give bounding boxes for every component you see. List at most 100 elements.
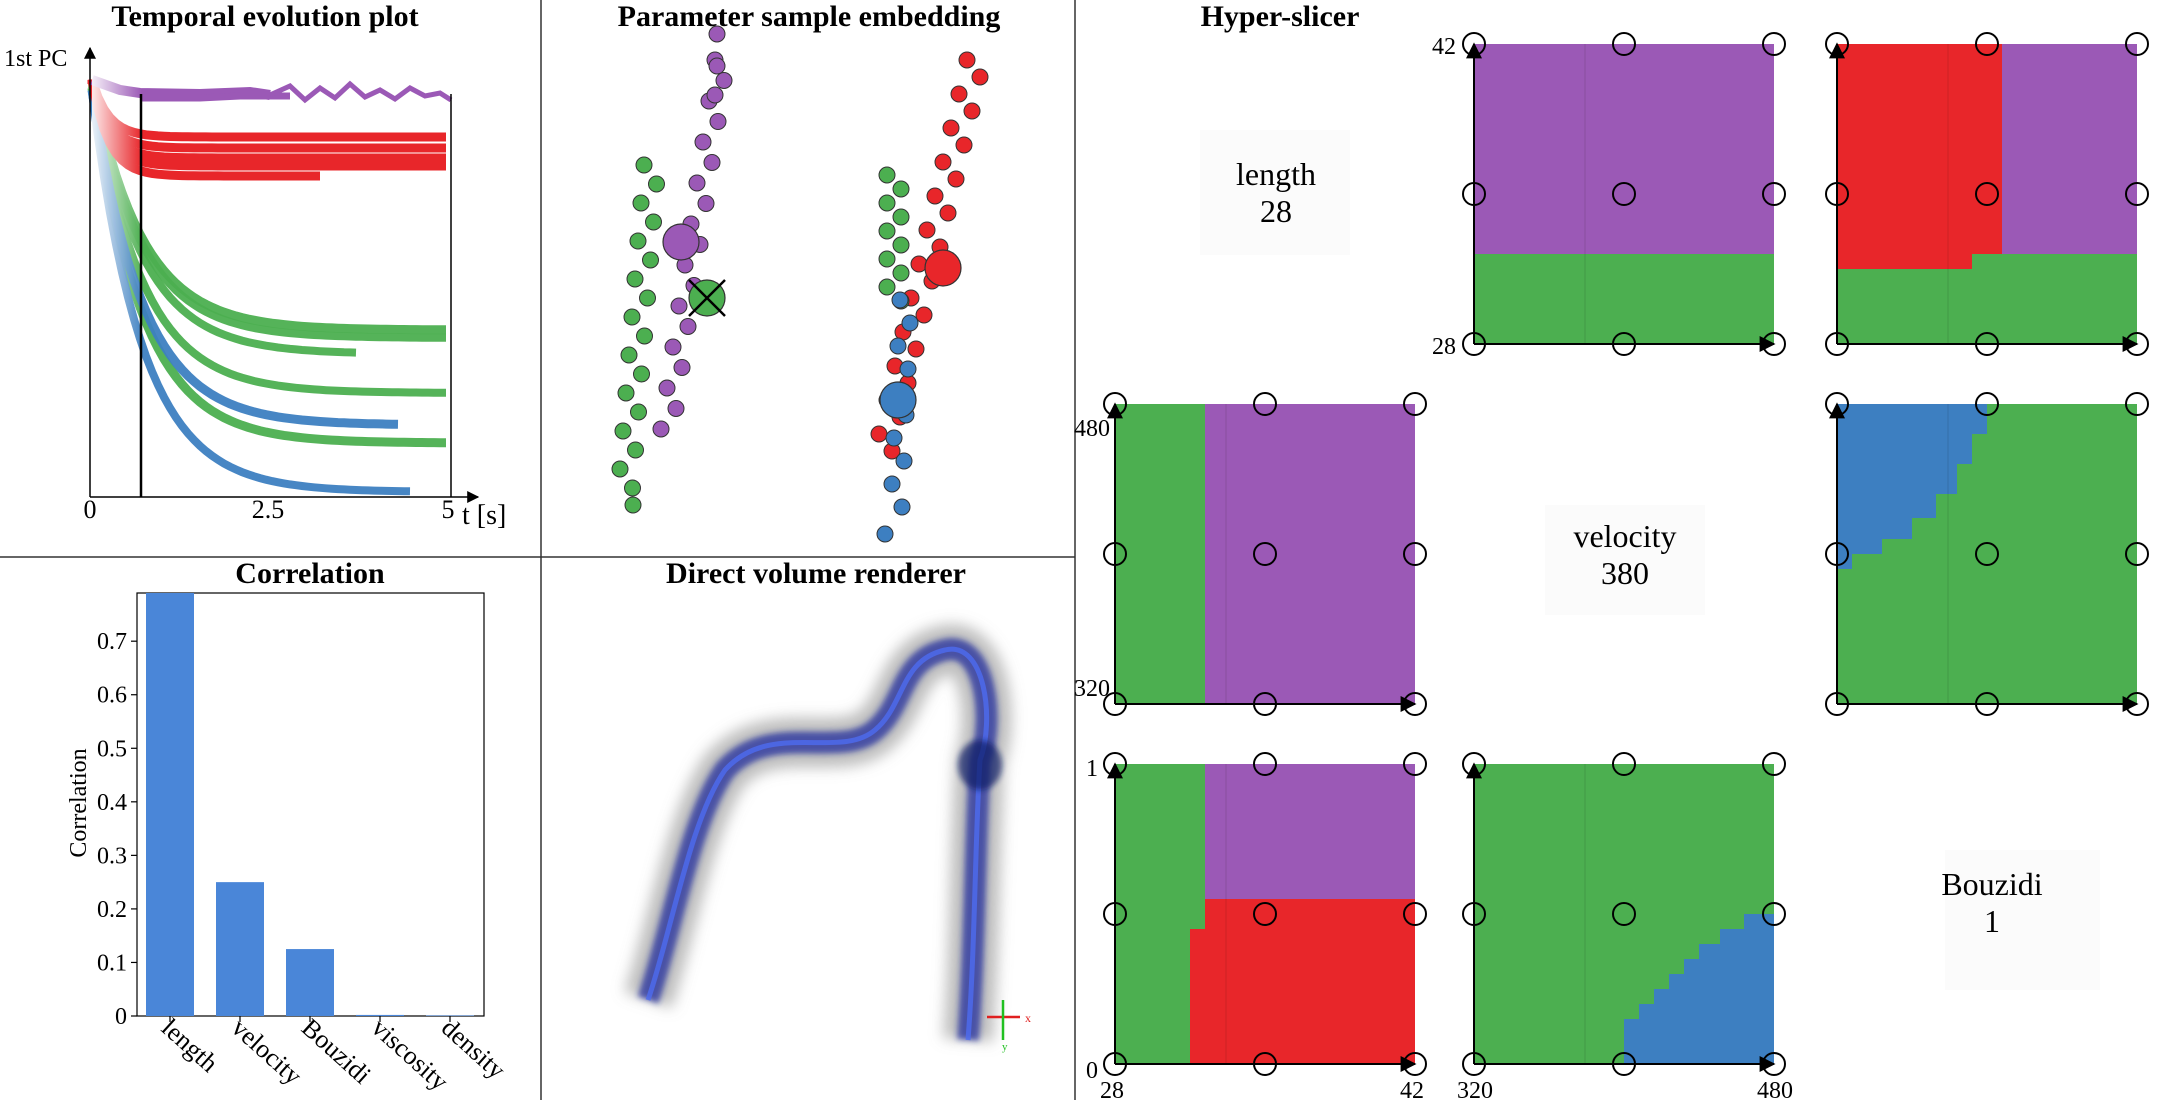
- embedding-point[interactable]: [950, 85, 968, 103]
- embedding-point[interactable]: [670, 297, 688, 315]
- embedding-point[interactable]: [709, 113, 727, 130]
- slice-sample-marker[interactable]: [1253, 542, 1277, 566]
- embedding-point[interactable]: [878, 278, 896, 296]
- slice-sample-marker[interactable]: [1403, 692, 1427, 716]
- slice-sample-marker[interactable]: [1462, 182, 1486, 206]
- slice-sample-marker[interactable]: [1612, 332, 1636, 356]
- embedding-point[interactable]: [673, 359, 691, 376]
- embedding-point[interactable]: [878, 250, 896, 268]
- correlation-bar-density[interactable]: [426, 1015, 474, 1016]
- embedding-point[interactable]: [878, 194, 896, 212]
- embedding-point[interactable]: [614, 422, 632, 440]
- embedding-point[interactable]: [958, 51, 976, 69]
- embedding-point[interactable]: [633, 365, 650, 383]
- embedding-point[interactable]: [617, 384, 635, 402]
- embedding-point[interactable]: [899, 360, 917, 378]
- slice-sample-marker[interactable]: [1462, 32, 1486, 56]
- slice-sample-marker[interactable]: [1103, 752, 1127, 776]
- embedding-point[interactable]: [624, 496, 642, 514]
- embedding-point[interactable]: [694, 133, 712, 151]
- embedding-centroid-purple[interactable]: [662, 223, 700, 261]
- slice-sample-marker[interactable]: [2125, 392, 2149, 416]
- embedding-point[interactable]: [630, 403, 647, 421]
- slice-sample-marker[interactable]: [1762, 32, 1786, 56]
- embedding-point[interactable]: [611, 460, 629, 478]
- slice-bouzidi-velocity[interactable]: [1462, 752, 1786, 1076]
- embedding-point[interactable]: [892, 208, 910, 226]
- embedding-point[interactable]: [891, 291, 909, 309]
- embedding-point[interactable]: [639, 289, 656, 307]
- slice-sample-marker[interactable]: [2125, 542, 2149, 566]
- embedding-point[interactable]: [892, 180, 910, 198]
- slice-sample-marker[interactable]: [1825, 332, 1849, 356]
- slice-sample-marker[interactable]: [1612, 1052, 1636, 1076]
- embedding-point[interactable]: [624, 479, 641, 497]
- embedding-point[interactable]: [658, 379, 676, 397]
- slice-sample-marker[interactable]: [1975, 332, 1999, 356]
- slice-sample-marker[interactable]: [1825, 392, 1849, 416]
- slice-sample-marker[interactable]: [1403, 542, 1427, 566]
- slice-sample-marker[interactable]: [1462, 752, 1486, 776]
- embedding-point[interactable]: [648, 175, 665, 193]
- slice-sample-marker[interactable]: [1975, 692, 1999, 716]
- slice-bouzidi-length[interactable]: [1103, 752, 1427, 1076]
- correlation-bar-viscosity[interactable]: [356, 1014, 404, 1016]
- embedding-point[interactable]: [878, 166, 896, 184]
- embedding-point[interactable]: [918, 221, 936, 239]
- embedding-point[interactable]: [892, 236, 910, 254]
- embedding-point[interactable]: [629, 232, 647, 250]
- embedding-point[interactable]: [708, 57, 726, 75]
- embedding-point[interactable]: [703, 154, 721, 171]
- embedding-point[interactable]: [883, 475, 901, 493]
- slice-sample-marker[interactable]: [1253, 1052, 1277, 1076]
- correlation-bar-velocity[interactable]: [216, 882, 264, 1016]
- embedding-point[interactable]: [876, 525, 894, 543]
- embedding-point[interactable]: [626, 270, 644, 288]
- embedding-point[interactable]: [926, 187, 944, 205]
- slice-length-velocity[interactable]: [1462, 32, 1786, 356]
- slice-sample-marker[interactable]: [1825, 32, 1849, 56]
- slice-sample-marker[interactable]: [1612, 182, 1636, 206]
- embedding-point[interactable]: [885, 429, 903, 447]
- slice-sample-marker[interactable]: [1612, 32, 1636, 56]
- slice-sample-marker[interactable]: [1825, 542, 1849, 566]
- embedding-point[interactable]: [971, 68, 989, 86]
- embedding-centroid-blue[interactable]: [879, 381, 917, 419]
- slice-sample-marker[interactable]: [1975, 392, 1999, 416]
- slice-sample-marker[interactable]: [1762, 902, 1786, 926]
- slice-sample-marker[interactable]: [1403, 902, 1427, 926]
- embedding-point[interactable]: [939, 204, 957, 222]
- slice-sample-marker[interactable]: [2125, 332, 2149, 356]
- embedding-point[interactable]: [667, 400, 685, 417]
- correlation-bar-Bouzidi[interactable]: [286, 949, 334, 1016]
- slice-sample-marker[interactable]: [2125, 32, 2149, 56]
- embedding-point[interactable]: [955, 136, 973, 154]
- slice-sample-marker[interactable]: [1103, 542, 1127, 566]
- slice-length-bouzidi[interactable]: [1825, 32, 2149, 356]
- slice-sample-marker[interactable]: [1612, 752, 1636, 776]
- slice-velocity-length[interactable]: [1103, 392, 1427, 716]
- slice-sample-marker[interactable]: [1253, 692, 1277, 716]
- embedding-point[interactable]: [870, 425, 888, 443]
- slice-sample-marker[interactable]: [1462, 902, 1486, 926]
- embedding-point[interactable]: [620, 346, 638, 364]
- slice-sample-marker[interactable]: [1462, 1052, 1486, 1076]
- embedding-point[interactable]: [934, 153, 952, 171]
- slice-sample-marker[interactable]: [2125, 182, 2149, 206]
- slice-velocity-bouzidi[interactable]: [1825, 392, 2149, 716]
- embedding-point[interactable]: [664, 338, 682, 356]
- embedding-point[interactable]: [963, 102, 981, 120]
- embedding-point[interactable]: [893, 498, 911, 516]
- slice-sample-marker[interactable]: [2125, 692, 2149, 716]
- slice-sample-marker[interactable]: [1825, 182, 1849, 206]
- embedding-centroid-red[interactable]: [924, 249, 962, 287]
- slice-sample-marker[interactable]: [1612, 902, 1636, 926]
- embedding-point[interactable]: [635, 156, 653, 174]
- embedding-point[interactable]: [942, 119, 960, 137]
- embedding-point[interactable]: [652, 420, 670, 438]
- slice-sample-marker[interactable]: [1403, 1052, 1427, 1076]
- slice-sample-marker[interactable]: [1762, 752, 1786, 776]
- slice-sample-marker[interactable]: [1975, 32, 1999, 56]
- slice-sample-marker[interactable]: [1825, 692, 1849, 716]
- slice-sample-marker[interactable]: [1103, 392, 1127, 416]
